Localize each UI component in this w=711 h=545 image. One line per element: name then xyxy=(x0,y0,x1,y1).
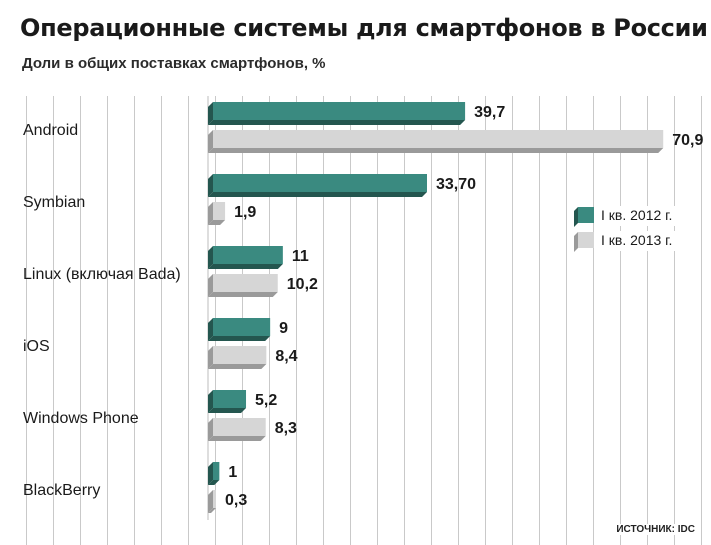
chart-subtitle: Доли в общих поставках смартфонов, % xyxy=(22,55,326,72)
bar-2013 xyxy=(213,202,226,220)
value-label: 8,3 xyxy=(275,420,297,437)
legend-swatch xyxy=(578,232,594,248)
category-label: Symbian xyxy=(23,194,85,211)
bar-2012 xyxy=(213,462,220,480)
value-label: 1,9 xyxy=(234,204,256,221)
bar-2012 xyxy=(213,246,283,264)
legend-label: I кв. 2013 г. xyxy=(601,232,672,248)
bar-2013 xyxy=(213,490,216,508)
legend-swatch xyxy=(578,207,594,223)
bar-2012 xyxy=(213,318,271,336)
bar-side xyxy=(208,202,213,225)
bar-side xyxy=(208,130,213,153)
bar-bottom xyxy=(208,264,283,269)
value-label: 11 xyxy=(292,248,309,265)
category-label: Android xyxy=(23,122,78,139)
bar-bottom xyxy=(208,120,466,125)
value-label: 39,7 xyxy=(474,104,505,121)
bar-bottom xyxy=(208,508,216,513)
bar-side xyxy=(208,274,213,297)
chart-title: Операционные системы для смартфонов в Ро… xyxy=(20,14,708,42)
category-label: BlackBerry xyxy=(23,482,100,499)
bar-2012 xyxy=(213,174,427,192)
bar-2013 xyxy=(213,130,664,148)
bar-2013 xyxy=(213,418,266,436)
value-label: 33,70 xyxy=(436,176,476,193)
bar-2012 xyxy=(213,390,247,408)
bar-side xyxy=(208,418,213,441)
value-label: 8,4 xyxy=(275,348,297,365)
category-label: Linux (включая Bada) xyxy=(23,266,181,283)
bar-bottom xyxy=(208,192,427,197)
bar-side xyxy=(208,490,213,513)
category-label: Windows Phone xyxy=(23,410,139,427)
category-label: iOS xyxy=(23,338,50,355)
bar-2013 xyxy=(213,346,267,364)
bar-side xyxy=(208,102,213,125)
bar-side xyxy=(208,318,213,341)
legend-text-bg xyxy=(598,231,698,251)
plot-background xyxy=(0,96,711,545)
value-label: 70,9 xyxy=(672,132,703,149)
bar-side xyxy=(208,246,213,269)
bar-bottom xyxy=(208,364,267,369)
legend-swatch-side xyxy=(574,232,578,252)
bar-2013 xyxy=(213,274,278,292)
value-label: 10,2 xyxy=(287,276,318,293)
value-label: 1 xyxy=(228,464,237,481)
bar-2012 xyxy=(213,102,466,120)
legend-label: I кв. 2012 г. xyxy=(601,207,672,223)
value-label: 5,2 xyxy=(255,392,277,409)
bar-bottom xyxy=(208,408,247,413)
bar-side xyxy=(208,390,213,413)
bar-side xyxy=(208,462,213,485)
value-label: 0,3 xyxy=(225,492,247,509)
bar-bottom xyxy=(208,220,226,225)
bar-bottom xyxy=(208,336,271,341)
bar-side xyxy=(208,174,213,197)
value-label: 9 xyxy=(279,320,288,337)
bar-side xyxy=(208,346,213,369)
source-note: ИСТОЧНИК: IDC xyxy=(614,524,697,535)
bar-bottom xyxy=(208,292,278,297)
legend-swatch-side xyxy=(574,207,578,227)
bar-bottom xyxy=(208,480,220,485)
bar-bottom xyxy=(208,148,664,153)
chart-header: Операционные системы для смартфонов в Ро… xyxy=(0,0,711,90)
legend-text-bg xyxy=(598,206,698,226)
bar-bottom xyxy=(208,436,266,441)
